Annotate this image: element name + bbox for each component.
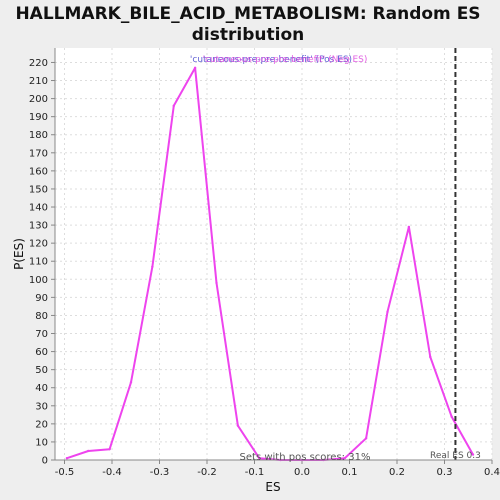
data-point [172,104,175,108]
data-point [151,265,154,268]
data-point [407,225,411,229]
y-tick-label: 150 [29,184,48,195]
real-es-label: Real ES 0.3 [430,451,481,461]
y-tick-label: 50 [35,365,48,376]
x-tick-label: 0.3 [437,467,453,478]
y-tick-label: 160 [29,166,48,177]
data-point [193,66,197,70]
data-point [386,310,389,314]
chart-title-line-2: distribution [192,25,304,45]
x-tick-label: -0.3 [150,467,170,478]
data-point [343,456,346,460]
x-tick-label: -0.4 [102,467,122,478]
y-tick-label: 90 [35,293,48,304]
y-tick-label: 200 [29,94,48,105]
legend-entry-neg: 'cutaneous-pre-pre-benefit' (Neg ES) [203,55,368,65]
data-point [450,415,453,418]
x-tick-label: 0.0 [294,467,310,478]
y-axis-label: P(ES) [12,238,26,270]
data-point [129,381,133,384]
y-tick-label: 20 [35,419,48,430]
y-tick-label: 10 [35,437,48,448]
legend-entry-pos: 'cutaneous-pre-pre-benefit' (Pos ES) [190,55,352,65]
x-tick-label: 0.2 [389,467,405,478]
chart-title-line-1: HALLMARK_BILE_ACID_METABOLISM: Random ES [15,4,480,24]
data-point [429,355,432,359]
y-tick-label: 70 [35,329,48,340]
data-point [87,449,90,453]
y-tick-label: 100 [29,275,48,286]
x-tick-label: -0.1 [245,467,265,478]
marker-layer: Real ES 0.3 [430,48,481,461]
y-tick-label: 0 [42,456,48,467]
y-tick-label: 210 [29,76,48,87]
y-tick-label: 180 [29,130,48,141]
data-point [65,456,69,460]
pos-scores-annotation: Sets with pos scores: 31% [240,452,371,463]
data-point [215,281,218,285]
ticks-layer: 0 10 20 30 40 50 60 70 80 90 100 110 120 130 140 150 160… [29,58,500,478]
plot-area [55,48,492,460]
y-tick-label: 60 [35,347,48,358]
data-point [236,424,240,427]
x-tick-label: -0.5 [55,467,75,478]
y-tick-label: 140 [29,203,48,214]
y-tick-label: 170 [29,148,48,159]
es-distribution-line [66,66,474,461]
data-point [471,453,475,456]
y-tick-label: 120 [29,239,48,250]
y-tick-label: 220 [29,58,48,69]
grid-layer [55,48,493,460]
y-tick-label: 40 [35,383,48,394]
y-tick-label: 110 [29,257,48,268]
data-point [258,456,261,460]
x-axis-label: ES [265,480,280,494]
data-point [108,447,111,451]
data-point [364,437,368,440]
x-tick-label: 0.4 [484,467,500,478]
y-tick-label: 190 [29,112,48,123]
x-tick-label: 0.1 [342,467,358,478]
y-tick-label: 30 [35,401,48,412]
y-tick-label: 130 [29,221,48,232]
x-tick-label: -0.2 [197,467,217,478]
y-tick-label: 80 [35,311,48,322]
